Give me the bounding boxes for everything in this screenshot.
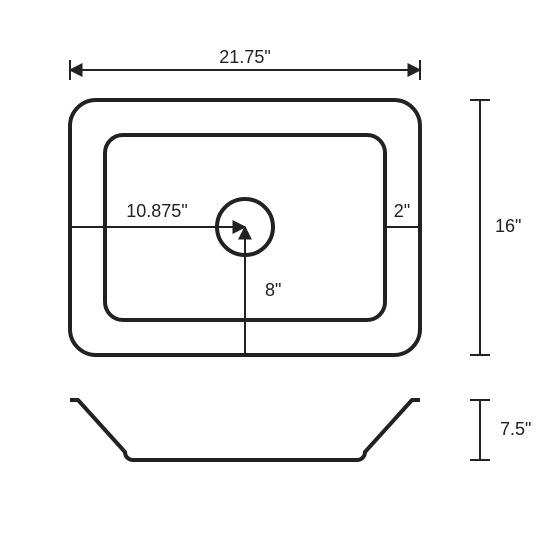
sideHeight-label: 7.5" <box>500 419 531 439</box>
dim-halfwidth-label: 10.875" <box>126 201 187 221</box>
height-label: 16" <box>495 216 521 236</box>
dim-width-label: 21.75" <box>219 47 270 67</box>
technical-drawing: 21.75" 16" 7.5" 2" 10.875" 8" <box>0 0 550 550</box>
dim-8-label: 8" <box>265 280 281 300</box>
dim-rim-label: 2" <box>394 201 410 221</box>
sink-side-profile <box>70 400 420 460</box>
